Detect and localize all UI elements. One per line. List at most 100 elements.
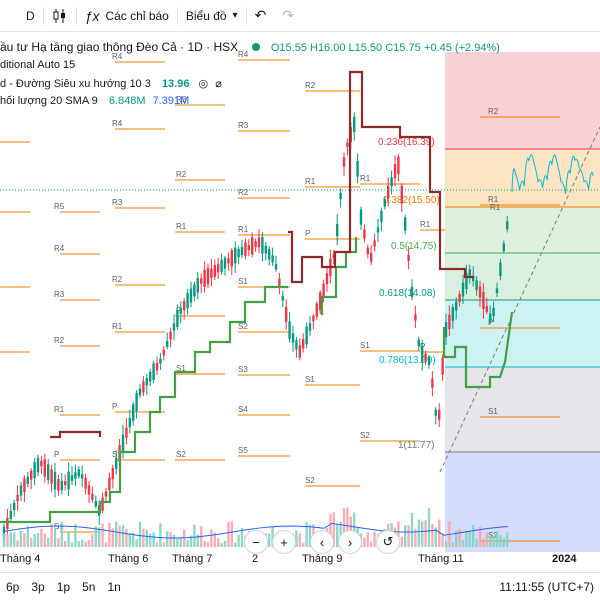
- scroll-right-button[interactable]: ›: [338, 530, 362, 554]
- candle-body[interactable]: [57, 479, 60, 491]
- candle-body[interactable]: [285, 306, 288, 322]
- candle-body[interactable]: [407, 255, 410, 261]
- candle-body[interactable]: [339, 192, 342, 200]
- candle-body[interactable]: [115, 457, 118, 469]
- candle-body[interactable]: [353, 116, 356, 133]
- time-axis[interactable]: Tháng 4 Tháng 6 Tháng 7 2 Tháng 9 Tháng 11 202…: [0, 550, 600, 570]
- chart-type-button[interactable]: Biểu đồ ▾: [178, 0, 246, 32]
- candle-body[interactable]: [244, 242, 247, 257]
- candle-body[interactable]: [424, 353, 427, 362]
- candle-body[interactable]: [40, 461, 43, 467]
- candle-body[interactable]: [104, 491, 108, 497]
- candle-body[interactable]: [434, 409, 437, 416]
- candle-body[interactable]: [138, 388, 142, 396]
- candle-body[interactable]: [84, 477, 87, 489]
- candle-body[interactable]: [305, 326, 308, 345]
- candle-body[interactable]: [499, 262, 502, 277]
- supertrend-up-line[interactable]: [0, 285, 288, 524]
- candle-body[interactable]: [176, 309, 179, 328]
- candle-body[interactable]: [149, 371, 152, 382]
- candle-body[interactable]: [94, 500, 97, 507]
- candle-body[interactable]: [336, 223, 339, 237]
- candle-body[interactable]: [495, 288, 499, 294]
- candle-body[interactable]: [223, 257, 227, 269]
- range-button-3p[interactable]: 3p: [31, 579, 45, 594]
- candle-body[interactable]: [291, 333, 295, 343]
- candle-body[interactable]: [363, 229, 366, 239]
- candle-body[interactable]: [468, 269, 471, 276]
- supertrend-up-line[interactable]: [442, 311, 514, 389]
- candle-body[interactable]: [325, 273, 329, 285]
- candle-body[interactable]: [295, 340, 298, 350]
- supertrend-down-line[interactable]: [288, 70, 474, 284]
- symbol-title[interactable]: ầu tư Hạ tầng giao thông Đèo Cả · 1D · H…: [0, 40, 239, 54]
- candle-body[interactable]: [159, 358, 162, 364]
- zoom-out-button[interactable]: −: [244, 530, 268, 554]
- candle-body[interactable]: [193, 284, 196, 297]
- candle-body[interactable]: [203, 270, 206, 288]
- candle-body[interactable]: [414, 314, 417, 321]
- candle-body[interactable]: [315, 303, 318, 317]
- candle-body[interactable]: [444, 322, 448, 338]
- candle-body[interactable]: [458, 293, 461, 303]
- clock[interactable]: 11:11:55 (UTC+7): [499, 580, 594, 594]
- candle-body[interactable]: [298, 345, 301, 358]
- candle-body[interactable]: [9, 511, 12, 519]
- candle-body[interactable]: [393, 164, 397, 179]
- candle-body[interactable]: [356, 160, 359, 177]
- candle-body[interactable]: [264, 245, 267, 254]
- hidden-icon[interactable]: ⌀: [215, 78, 222, 90]
- candle-body[interactable]: [53, 471, 57, 490]
- candle-body[interactable]: [220, 259, 223, 272]
- candle-body[interactable]: [278, 278, 281, 287]
- candle-body[interactable]: [13, 502, 16, 511]
- candle-body[interactable]: [332, 253, 335, 259]
- candle-body[interactable]: [240, 246, 244, 256]
- candle-body[interactable]: [230, 250, 233, 267]
- candle-body[interactable]: [373, 240, 376, 247]
- candle-body[interactable]: [128, 417, 131, 428]
- candle-body[interactable]: [108, 477, 111, 491]
- candle-body[interactable]: [376, 227, 380, 233]
- candle-body[interactable]: [441, 357, 444, 375]
- candle-body[interactable]: [281, 296, 284, 301]
- candle-body[interactable]: [370, 252, 373, 262]
- chart-canvas[interactable]: 0.236(16.39) 0.382(15.50) 0.5(14.75) 0.618(…: [0, 32, 600, 570]
- supertrend-legend[interactable]: d - Đường Siêu xu hướng 10 3 13.96 ◎ ⌀: [0, 77, 222, 90]
- candle-body[interactable]: [169, 331, 172, 340]
- candle-body[interactable]: [121, 434, 125, 452]
- candle-body[interactable]: [247, 245, 250, 250]
- candle-body[interactable]: [465, 273, 468, 289]
- candle-body[interactable]: [482, 291, 485, 310]
- candle-body[interactable]: [400, 185, 403, 204]
- candle-body[interactable]: [268, 249, 271, 260]
- range-button-1p[interactable]: 1p: [56, 579, 71, 594]
- candle-body[interactable]: [77, 469, 80, 477]
- volume-legend[interactable]: hối lượng 20 SMA 9 6.848M 7.391M: [0, 95, 189, 107]
- candle-body[interactable]: [342, 157, 346, 167]
- candle-body[interactable]: [36, 457, 40, 473]
- candle-body[interactable]: [312, 315, 315, 322]
- candle-body[interactable]: [472, 275, 475, 282]
- interval-button[interactable]: D: [0, 0, 43, 32]
- candle-body[interactable]: [431, 378, 434, 388]
- candle-body[interactable]: [319, 292, 322, 311]
- candle-body[interactable]: [271, 255, 274, 263]
- candle-body[interactable]: [23, 478, 26, 493]
- candle-body[interactable]: [217, 264, 220, 273]
- range-button-1n[interactable]: 1n: [107, 579, 121, 594]
- candle-body[interactable]: [506, 221, 509, 230]
- range-button-6p[interactable]: 6p: [6, 579, 20, 594]
- candle-body[interactable]: [397, 156, 400, 175]
- candle-body[interactable]: [254, 241, 257, 248]
- candle-body[interactable]: [404, 217, 407, 231]
- candle-body[interactable]: [43, 459, 46, 477]
- candle-body[interactable]: [101, 497, 104, 511]
- candle-body[interactable]: [390, 177, 393, 187]
- candle-body[interactable]: [183, 301, 186, 311]
- candle-body[interactable]: [162, 349, 165, 356]
- reset-chart-button[interactable]: ↺: [376, 530, 400, 554]
- candle-body[interactable]: [210, 268, 213, 278]
- candle-body[interactable]: [346, 142, 349, 147]
- candle-body[interactable]: [410, 286, 414, 298]
